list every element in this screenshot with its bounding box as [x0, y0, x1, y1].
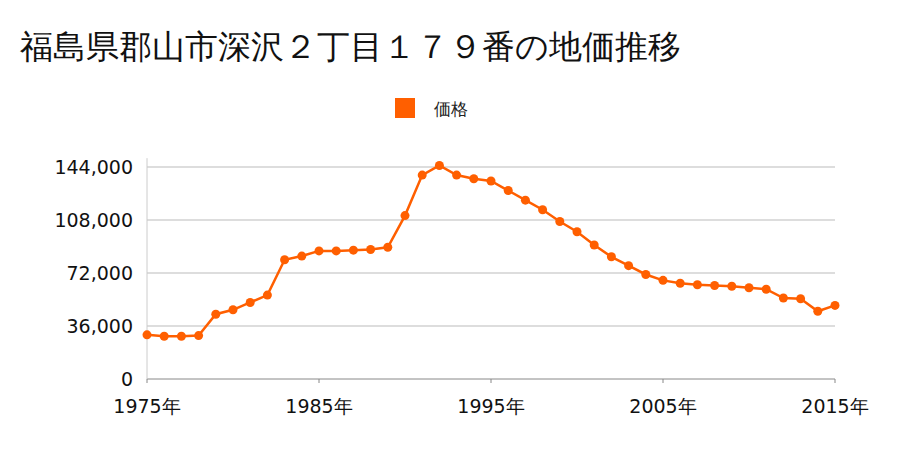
point — [624, 261, 633, 270]
x-tick — [663, 379, 664, 383]
point — [573, 227, 582, 236]
point — [555, 217, 564, 226]
x-tick — [319, 379, 320, 383]
grid-line — [147, 273, 835, 274]
title: 福島県郡山市深沢２丁目１７９番の地価推移 — [20, 27, 681, 66]
point — [745, 283, 754, 292]
x-tick-label: 1995年 — [457, 395, 524, 417]
point — [469, 174, 478, 183]
point — [710, 281, 719, 290]
point — [538, 205, 547, 214]
plot-area — [143, 161, 840, 341]
legend-label: 価格 — [434, 99, 468, 119]
point — [607, 252, 616, 261]
point — [332, 246, 341, 255]
y-tick-label: 108,000 — [54, 209, 133, 231]
point — [435, 161, 444, 170]
grid-line — [147, 167, 835, 168]
point — [779, 294, 788, 303]
x-tick-label: 2015年 — [801, 395, 868, 417]
grid-line — [147, 220, 835, 221]
y-tick-label: 72,000 — [67, 262, 133, 284]
point — [590, 241, 599, 250]
line — [147, 166, 835, 337]
x-tick-label: 1975年 — [113, 395, 180, 417]
x-tick — [835, 379, 836, 383]
legend-swatch — [395, 98, 415, 118]
x-tick — [491, 379, 492, 383]
y-tick-label: 36,000 — [67, 315, 133, 337]
point — [349, 246, 358, 255]
point — [280, 255, 289, 264]
point — [263, 291, 272, 300]
point — [246, 298, 255, 307]
point — [452, 171, 461, 180]
point — [297, 252, 306, 261]
chart: 福島県郡山市深沢２丁目１７９番の地価推移価格 0 36,000 72,000 108,0… — [0, 0, 900, 450]
x-tick-label: 1985年 — [285, 395, 352, 417]
point — [831, 301, 840, 310]
point — [383, 243, 392, 252]
point — [194, 331, 203, 340]
point — [366, 245, 375, 254]
point — [177, 332, 186, 341]
point — [796, 294, 805, 303]
point — [676, 279, 685, 288]
point — [418, 171, 427, 180]
x-tick-label: 2005年 — [629, 395, 696, 417]
y-tick-label: 0 — [121, 368, 133, 390]
y-tick-label: 144,000 — [54, 156, 133, 178]
point — [487, 176, 496, 185]
grid-line — [147, 326, 835, 327]
point — [315, 246, 324, 255]
point — [521, 196, 530, 205]
point — [659, 276, 668, 285]
point — [229, 305, 238, 314]
point — [693, 280, 702, 289]
point — [211, 310, 220, 319]
point — [401, 211, 410, 220]
point — [143, 330, 152, 339]
point — [762, 285, 771, 294]
point — [641, 270, 650, 279]
point — [504, 186, 513, 195]
point — [727, 282, 736, 291]
point — [160, 332, 169, 341]
x-tick — [147, 379, 148, 383]
point — [813, 307, 822, 316]
y-axis — [147, 158, 148, 379]
